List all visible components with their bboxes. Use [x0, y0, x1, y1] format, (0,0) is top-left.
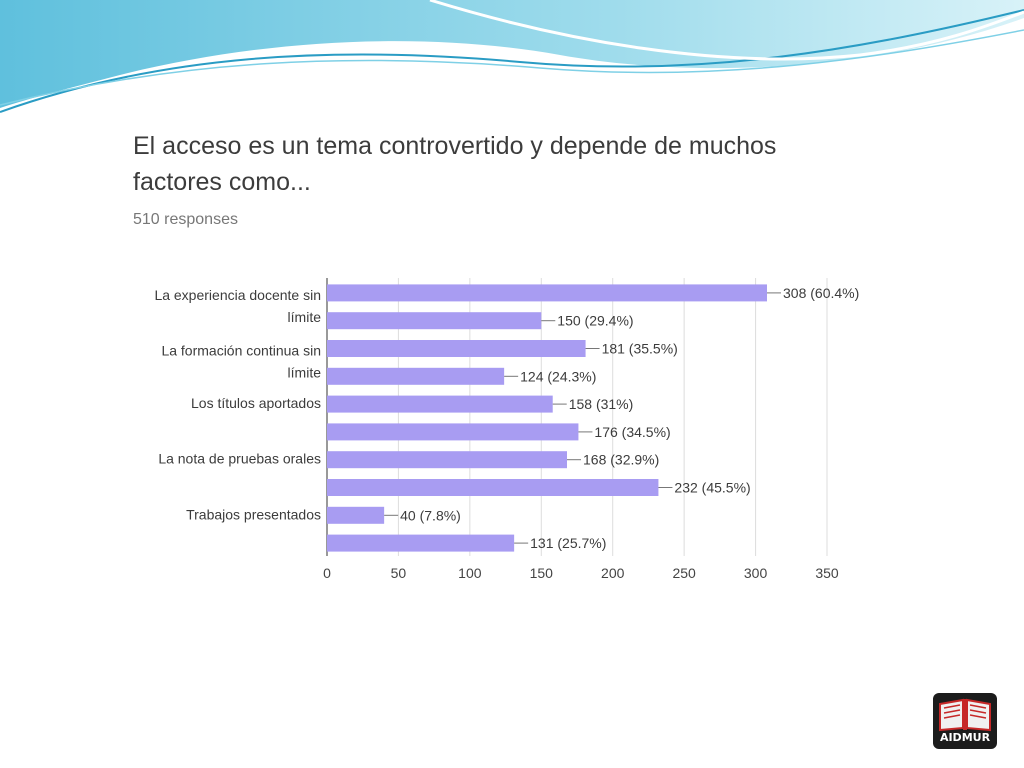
- bar: [327, 340, 586, 357]
- chart-title: El acceso es un tema controvertido y dep…: [133, 132, 777, 196]
- value-label: 124 (24.3%): [520, 368, 596, 384]
- bar: [327, 395, 553, 413]
- category-label: Trabajos presentados: [186, 506, 321, 522]
- bar: [327, 284, 767, 302]
- bar: [327, 312, 542, 330]
- category-label: La nota de pruebas orales: [158, 451, 321, 467]
- x-tick-label: 350: [815, 565, 839, 581]
- chart-card: [116, 108, 906, 656]
- value-label: 181 (35.5%): [602, 341, 678, 357]
- value-label: 40 (7.8%): [400, 507, 461, 523]
- value-label: 150 (29.4%): [557, 313, 633, 329]
- bar: [327, 534, 515, 552]
- x-tick-label: 250: [672, 565, 696, 581]
- x-tick-label: 50: [391, 565, 407, 581]
- chart-subtitle: 510 responses: [133, 211, 238, 228]
- x-tick-label: 300: [744, 565, 768, 581]
- value-label: 308 (60.4%): [783, 285, 859, 301]
- value-label: 176 (34.5%): [594, 424, 670, 440]
- category-label: La formación continua sin: [161, 342, 321, 358]
- value-label: 168 (32.9%): [583, 452, 659, 468]
- bar: [327, 479, 659, 496]
- bar: [327, 367, 505, 385]
- x-tick-label: 200: [601, 565, 625, 581]
- x-tick-label: 150: [530, 565, 554, 581]
- x-tick-label: 0: [323, 565, 331, 581]
- value-label: 131 (25.7%): [530, 535, 606, 551]
- logo-wordmark: AIDMUR: [939, 731, 991, 744]
- value-label: 232 (45.5%): [674, 480, 750, 496]
- aidmur-logo: [933, 693, 997, 749]
- x-tick-label: 100: [458, 565, 482, 581]
- header-wave-decoration: [0, 0, 1024, 113]
- category-label: límite: [288, 364, 322, 380]
- bar: [327, 506, 385, 524]
- bar: [327, 451, 567, 469]
- bar: [327, 423, 579, 441]
- category-label: Los títulos aportados: [191, 395, 321, 411]
- category-label: La experiencia docente sin: [154, 287, 321, 303]
- category-label: límite: [288, 309, 322, 325]
- value-label: 158 (31%): [569, 396, 634, 412]
